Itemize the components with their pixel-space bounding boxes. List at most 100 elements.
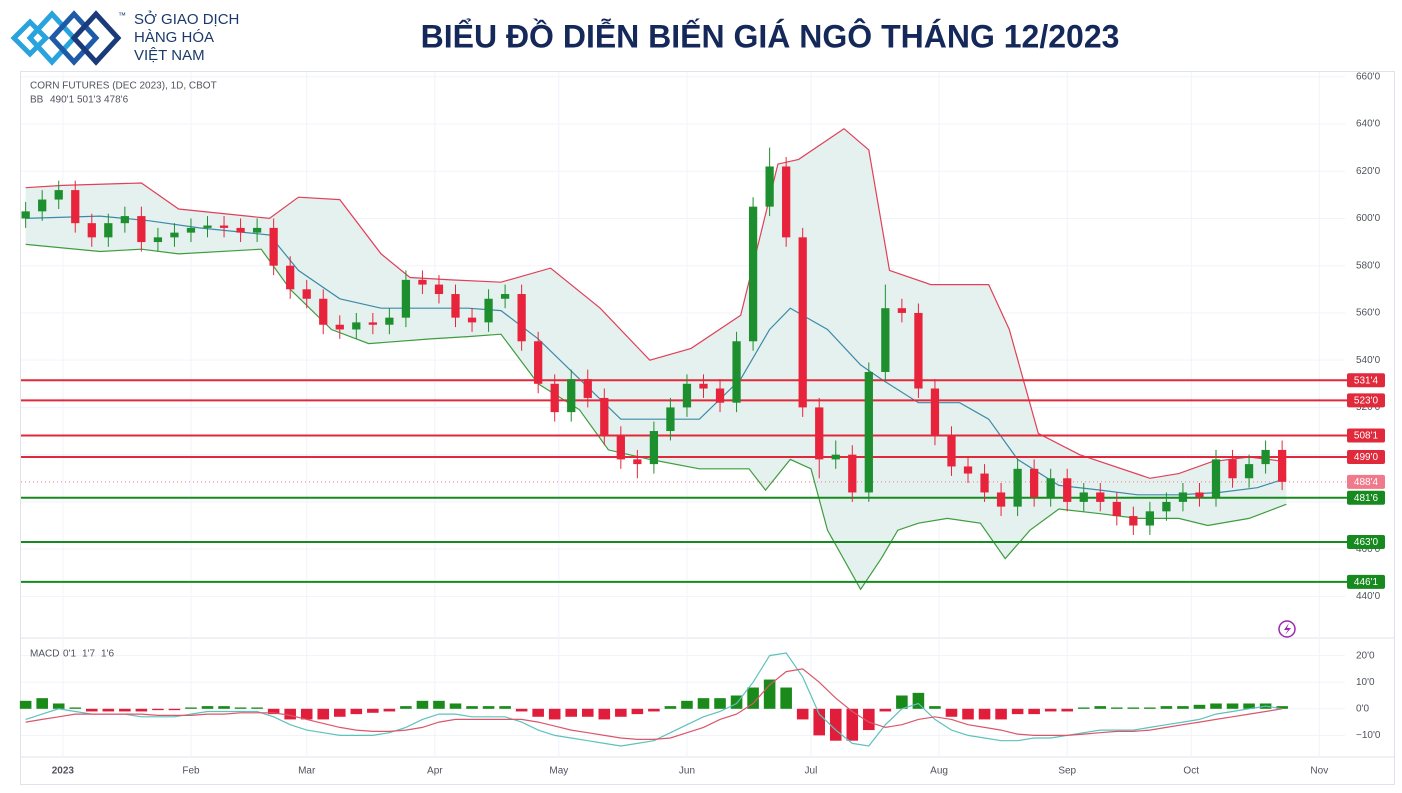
histogram-bar — [19, 700, 32, 709]
histogram-bar — [697, 698, 710, 709]
histogram-bar — [863, 708, 875, 731]
x-tick-label: May — [549, 766, 568, 777]
candle-body — [54, 190, 63, 200]
histogram-bar — [945, 708, 958, 717]
candle-body — [649, 431, 659, 465]
candle-body — [87, 223, 96, 238]
price-level-box — [1347, 450, 1385, 465]
candle-body — [1079, 492, 1088, 502]
alert-icon-bolt — [1284, 623, 1291, 635]
candle-body — [1063, 478, 1072, 502]
candle-body — [633, 459, 642, 465]
price-level-box — [1347, 574, 1385, 589]
histogram-bar — [1144, 707, 1156, 709]
histogram-bar — [267, 708, 280, 715]
candle-body — [335, 324, 344, 330]
candle-body — [137, 216, 146, 243]
x-tick-label: Oct — [1183, 766, 1199, 777]
x-tick-label: Jun — [679, 766, 695, 777]
price-level-label: 531'4 — [1354, 375, 1379, 386]
histogram-bar — [433, 700, 445, 709]
candle-body — [153, 237, 163, 243]
price-level-label: 499'0 — [1354, 452, 1379, 463]
price-level-label: 446'1 — [1354, 577, 1379, 588]
candle-body — [484, 298, 493, 323]
histogram-bar — [1210, 703, 1222, 709]
histogram-bar — [1177, 706, 1189, 709]
histogram-bar — [1193, 704, 1206, 709]
candle-body — [616, 435, 625, 460]
candle-body — [252, 227, 262, 233]
candle-body — [38, 199, 47, 212]
candle-body — [1129, 516, 1138, 526]
histogram-bar — [615, 708, 627, 717]
y-tick-label: 660'0 — [1356, 71, 1381, 82]
histogram-bar — [85, 708, 98, 712]
candle-body — [1228, 459, 1237, 479]
x-tick-label: Jul — [805, 766, 818, 777]
candle-body — [666, 407, 675, 432]
y-tick-label: 640'0 — [1356, 119, 1381, 130]
candle-body — [699, 383, 708, 389]
candle-body — [1162, 501, 1171, 512]
trademark: ™ — [118, 11, 126, 20]
candle-body — [1195, 492, 1204, 498]
histogram-bar — [102, 708, 115, 712]
candle-body — [236, 227, 245, 233]
candle-body — [567, 379, 576, 413]
histogram-bar — [1094, 706, 1107, 709]
histogram-bar — [565, 708, 578, 717]
y-tick-label: 520'0 — [1356, 402, 1381, 413]
candle-body — [500, 294, 510, 299]
y-tick-label: 580'0 — [1356, 260, 1381, 271]
candle-body — [897, 308, 907, 313]
histogram-bar — [251, 707, 263, 709]
histogram-bar — [350, 708, 363, 715]
histogram-bar — [168, 708, 181, 711]
candle-body — [732, 341, 741, 403]
x-tick-label: Mar — [298, 766, 316, 777]
candle-body — [1013, 468, 1022, 507]
histogram-bar — [1243, 703, 1255, 709]
histogram-bar — [36, 698, 48, 709]
histogram-bar — [515, 708, 528, 712]
y-tick-label: 20'0 — [1356, 650, 1375, 661]
price-level-label: 481'6 — [1354, 493, 1379, 504]
histogram-bar — [1160, 706, 1173, 709]
histogram-bar — [995, 708, 1007, 720]
price-level-box — [1347, 474, 1385, 489]
legend-value: 501'3 — [77, 95, 102, 106]
candle-body — [748, 206, 758, 342]
candle-body — [848, 454, 857, 493]
price-level-label: 488'4 — [1354, 477, 1379, 488]
candle-body — [319, 298, 328, 325]
candle-body — [186, 227, 196, 233]
band-line — [25, 215, 1287, 496]
histogram-bar — [813, 708, 826, 736]
histogram-bar — [400, 706, 412, 709]
x-tick-label: Aug — [930, 766, 948, 777]
histogram-bar — [763, 679, 776, 709]
price-level-label: 508'1 — [1354, 431, 1379, 442]
histogram-bar — [300, 708, 313, 720]
page-title: BIỂU ĐỒ DIỄN BIẾN GIÁ NGÔ THÁNG 12/2023 — [421, 18, 1120, 54]
histogram-bar — [135, 708, 148, 712]
candle-body — [1096, 492, 1105, 502]
candle-body — [219, 225, 229, 228]
y-tick-label: 460'0 — [1356, 544, 1381, 555]
candle-body — [583, 379, 592, 398]
macd-line — [25, 668, 1283, 740]
brand-line: SỞ GIAO DỊCH — [134, 10, 239, 28]
histogram-bar — [846, 708, 859, 741]
candle-body — [451, 294, 460, 318]
y-tick-label: 0'0 — [1356, 703, 1369, 714]
alert-icon[interactable] — [1278, 620, 1296, 638]
histogram-bar — [747, 687, 759, 709]
x-tick-label: Sep — [1058, 766, 1076, 777]
histogram-bar — [648, 708, 660, 712]
candle-body — [21, 211, 30, 219]
histogram-bar — [829, 708, 842, 741]
candle-body — [798, 237, 807, 408]
histogram-bar — [1044, 708, 1057, 712]
legend-value: 478'6 — [104, 95, 129, 106]
